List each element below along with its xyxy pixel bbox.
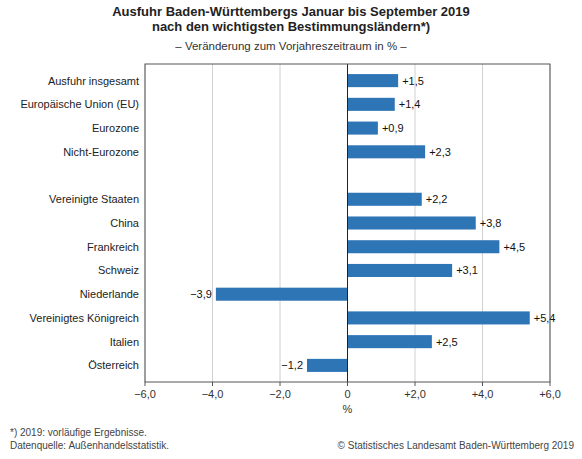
category-label: Österreich [88,359,139,371]
data-label: +2,3 [429,146,451,158]
tick-label: −4,0 [202,388,224,400]
text-line: Ausfuhr Baden-Württembergs Januar bis Se… [112,4,470,19]
category-label: Eurozone [92,122,139,134]
category-label: Niederlande [80,288,139,300]
category-label: Nicht-Eurozone [63,146,139,158]
category-label: Schweiz [98,264,139,276]
bars [216,74,530,372]
bar [348,74,399,87]
bar [348,335,432,348]
bar [216,288,348,301]
tick-label: +2,0 [404,388,426,400]
x-axis: −6,0 −4,0 −2,0 0 +2,0 +4,0 +6,0 [134,382,561,400]
bar [307,359,348,372]
tick-mark [212,382,213,386]
category-label: China [110,217,140,229]
category-label: Frankreich [87,241,139,253]
text-line: nach den wichtigsten Bestimmungsländern*… [152,19,430,34]
tick-label: 0 [344,388,350,400]
bar [348,98,395,111]
grid [145,64,550,382]
subtitle: – Veränderung zum Vorjahreszeitraum in %… [175,40,407,52]
category-label: Vereinigte Staaten [49,193,139,205]
tick-label: +4,0 [472,388,494,400]
grid-line [280,64,281,382]
bar [348,216,476,229]
footnote: © Statistisches Landesamt Baden-Württemb… [338,440,575,451]
category-label: Italien [110,336,139,348]
tick-label: +6,0 [539,388,561,400]
data-label: +3,1 [456,264,478,276]
data-label: +2,5 [436,336,458,348]
data-label: −1,2 [281,359,303,371]
data-label: −3,9 [190,288,212,300]
data-label: +4,5 [503,241,525,253]
zero-line [347,64,348,382]
tick-mark [347,382,348,386]
tick-mark [550,382,551,386]
text-line: Datenquelle: Außenhandelsstatistik. [10,440,169,451]
data-label: +3,8 [480,217,502,229]
footnote: *) 2019: vorläufige Ergebnisse. Datenquel… [10,427,169,451]
tick-mark [482,382,483,386]
bar [348,311,530,324]
category-label: Vereinigtes Königreich [30,312,139,324]
bar [348,145,426,158]
chart: Ausfuhr Baden-Württembergs Januar bis Se… [0,0,582,459]
title: Ausfuhr Baden-Württembergs Januar bis Se… [112,4,470,34]
tick-mark [415,382,416,386]
text-line: © Statistisches Landesamt Baden-Württemb… [338,440,575,451]
tick-label: −2,0 [269,388,291,400]
bar [348,122,378,135]
plot-frame [145,64,550,382]
text-line: *) 2019: vorläufige Ergebnisse. [10,427,147,438]
data-labels: −1,2 +2,5 +5,4 −3,9 +3,1 +4,5+3,8 +2,2 +2,3 +0,9… [190,75,555,372]
data-label: +1,4 [399,98,421,110]
category-label: Ausfuhr insgesamt [48,75,139,87]
grid-line [347,64,348,382]
grid-line [212,64,213,382]
x-axis-label: % [343,403,353,415]
data-label: +5,4 [534,312,556,324]
bar [348,193,422,206]
bar [348,264,453,277]
chart-container: Ausfuhr Baden-Württembergs Januar bis Se… [0,0,582,459]
y-axis: Österreich Italien Vereinigtes Königreich N… [20,75,139,372]
tick-mark [280,382,281,386]
tick-label: −6,0 [134,388,156,400]
data-label: +1,5 [402,75,424,87]
data-label: +0,9 [382,122,404,134]
category-label: Europäische Union (EU) [20,98,139,110]
tick-mark [145,382,146,386]
data-label: +2,2 [426,193,448,205]
bar [348,240,500,253]
